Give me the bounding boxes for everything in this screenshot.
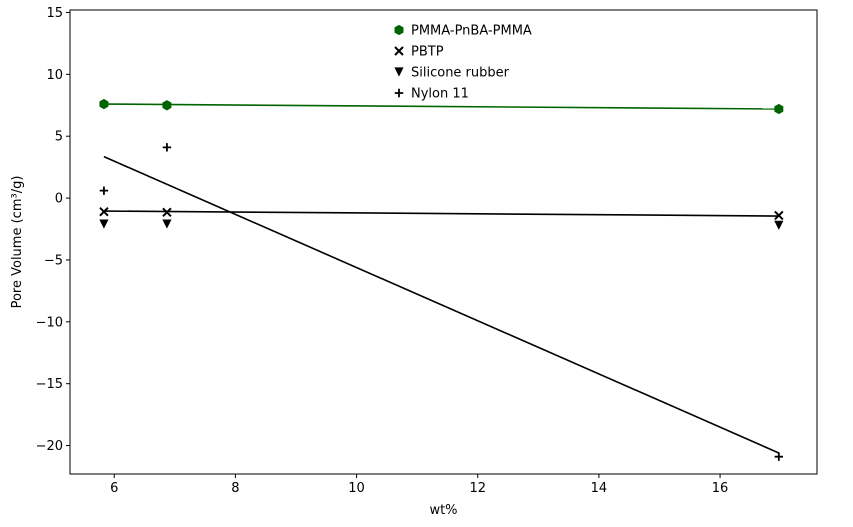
legend-label: PMMA-PnBA-PMMA [411, 24, 532, 39]
data-markers [99, 98, 784, 461]
y-axis-ticks: −20 −15 −10 −5 0 5 10 15 [36, 6, 70, 454]
x-axis-label: wt% [429, 503, 457, 518]
data-point [162, 207, 172, 218]
data-point [774, 103, 784, 115]
x-tick-label: 12 [469, 481, 486, 496]
data-point [162, 219, 172, 229]
y-tick-label: 15 [46, 6, 63, 21]
data-point [774, 452, 784, 461]
data-point [99, 186, 109, 195]
x-axis-ticks: 6 8 10 12 14 16 [110, 474, 728, 496]
data-point [99, 98, 109, 110]
fit-lines [103, 103, 780, 454]
data-point [162, 100, 172, 111]
x-tick-label: 14 [591, 481, 608, 496]
x-tick-label: 8 [231, 481, 239, 496]
x-tick-label: 16 [712, 481, 729, 496]
x-tick-label: 10 [348, 481, 365, 496]
data-point [774, 210, 784, 221]
fit-line [103, 210, 779, 217]
x-tick-label: 6 [110, 481, 118, 496]
data-point [99, 206, 109, 217]
legend-label: Silicone rubber [411, 66, 510, 81]
y-tick-label: 5 [55, 130, 63, 145]
legend-marker [394, 24, 404, 36]
legend: PMMA-PnBA-PMMA PBTP Silicone rubber Nylon 1… [394, 24, 532, 102]
y-tick-label: 10 [46, 68, 63, 83]
fit-line [103, 103, 779, 110]
y-tick-label: −10 [36, 315, 63, 330]
legend-label: PBTP [411, 45, 444, 60]
y-tick-label: −5 [44, 253, 63, 268]
y-axis-label: Pore Volume (cm³/g) [10, 176, 25, 309]
data-point [774, 220, 784, 230]
legend-marker [394, 67, 404, 77]
legend-label: Nylon 11 [411, 87, 469, 102]
axes-frame [69, 9, 818, 475]
data-point [162, 143, 172, 152]
data-point [99, 219, 109, 229]
y-tick-label: −15 [36, 377, 63, 392]
fit-line [103, 155, 780, 454]
y-tick-label: −20 [36, 439, 63, 454]
legend-marker [394, 46, 404, 56]
legend-marker [394, 88, 404, 98]
y-tick-label: 0 [55, 192, 63, 207]
